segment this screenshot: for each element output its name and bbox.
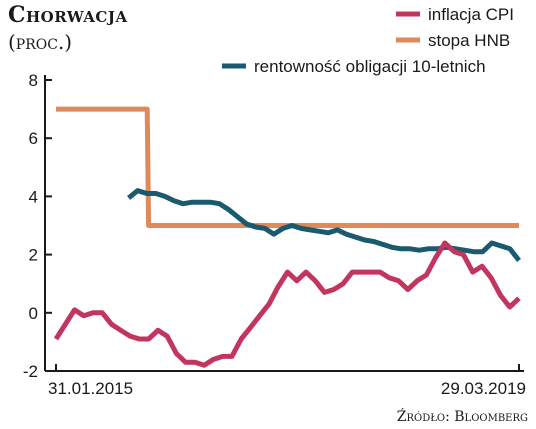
series-line	[53, 240, 521, 368]
y-tick-label: -2	[23, 362, 38, 381]
y-tick-label: 2	[29, 246, 38, 265]
legend-label: rentowność obligacji 10-letnich	[254, 57, 486, 76]
series-line	[56, 106, 519, 228]
x-tick-label: 31.01.2015	[48, 379, 133, 398]
chart-axes: 8 6 4 2 0 -2 31.01.2015 29.03.2019	[23, 71, 526, 398]
chart-subtitle: (proc.)	[8, 30, 73, 54]
chart-series	[53, 106, 521, 368]
chart-legend: inflacja CPI stopa HNB rentowność obligacj…	[222, 5, 514, 76]
y-tick-label: 0	[29, 304, 38, 323]
chart-title: Chorwacja	[8, 2, 128, 28]
y-tick-label: 6	[29, 129, 38, 148]
x-tick-label: 29.03.2019	[441, 379, 526, 398]
y-tick-label: 8	[29, 71, 38, 90]
source-note: Źródło: Bloomberg	[396, 409, 528, 425]
legend-label: stopa HNB	[428, 31, 510, 50]
legend-label: inflacja CPI	[428, 5, 514, 24]
y-tick-label: 4	[29, 187, 38, 206]
